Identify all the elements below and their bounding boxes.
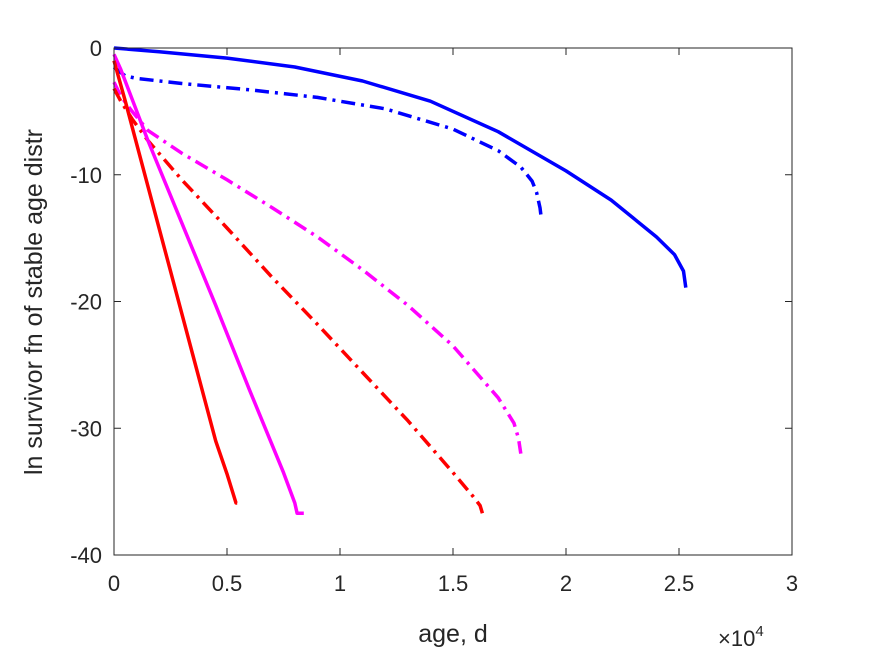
x-tick-label: 1: [334, 571, 346, 596]
series-line-4: [112, 87, 485, 514]
x-tick-label: 0: [108, 571, 120, 596]
x-axis-exponent: ×104: [718, 623, 764, 651]
y-tick-label: 0: [90, 36, 102, 61]
series-line-6: [112, 60, 238, 505]
y-tick-labels: -40 -30 -20 -10 0: [70, 36, 102, 568]
y-axis-label: ln survivor fn of stable age distr: [20, 129, 48, 475]
x-tick-label: 2: [560, 571, 572, 596]
x-tick-label: 2.5: [664, 571, 695, 596]
x-tick-labels: 0 0.5 1 1.5 2 2.5 3: [108, 571, 798, 596]
y-tick-label: -30: [70, 416, 102, 441]
y-tick-label: -40: [70, 543, 102, 568]
x-tick-label: 0.5: [212, 571, 243, 596]
series-layer: [112, 46, 688, 515]
y-tick-label: -10: [70, 163, 102, 188]
x-tick-label: 3: [786, 571, 798, 596]
series-line-5: [112, 53, 304, 515]
x-tick-label: 1.5: [438, 571, 469, 596]
tick-layer: [113, 47, 793, 556]
x-axis-label: age, d: [418, 620, 488, 648]
x-axis-exponent-base: ×10: [718, 626, 755, 651]
y-tick-label: -20: [70, 290, 102, 315]
x-axis-exponent-power: 4: [755, 623, 763, 640]
series-line-1: [113, 46, 688, 288]
